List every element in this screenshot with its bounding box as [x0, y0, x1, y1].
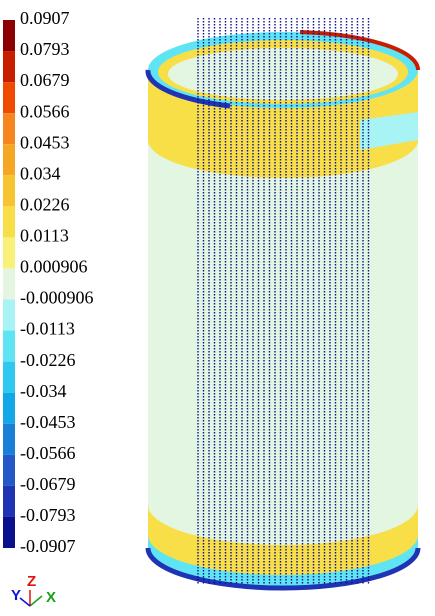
x-axis-label: X	[46, 589, 56, 606]
z-axis-label: Z	[27, 573, 36, 590]
legend-swatch	[3, 454, 15, 486]
legend-label: -0.0793	[20, 505, 76, 525]
legend-swatch	[3, 20, 15, 52]
y-axis-arrow	[19, 597, 31, 607]
legend-label: 0.0226	[20, 194, 70, 214]
legend-swatch	[3, 144, 15, 176]
legend-swatch	[3, 206, 15, 238]
legend-label: 0.0793	[20, 39, 70, 59]
legend-label: -0.000906	[20, 288, 94, 308]
top-rim-red	[299, 30, 421, 71]
legend-label: -0.0566	[20, 443, 76, 463]
cylinder-model	[145, 18, 421, 591]
legend-swatch	[3, 175, 15, 207]
legend-swatch	[3, 82, 15, 114]
legend-label: 0.0679	[20, 70, 70, 90]
bottom-rim	[145, 547, 421, 591]
legend-swatch	[3, 361, 15, 393]
legend-label: 0.034	[20, 163, 61, 183]
legend-swatch	[3, 330, 15, 362]
legend-label: -0.0113	[20, 319, 75, 339]
legend-label: 0.000906	[20, 257, 88, 277]
legend-label: -0.0679	[20, 474, 76, 494]
bottom-ring	[148, 505, 418, 585]
top-opening	[168, 48, 398, 100]
top-ring	[148, 70, 418, 178]
legend-swatch	[3, 51, 15, 83]
y-axis-label: Y	[11, 587, 21, 604]
legend-swatch	[3, 516, 15, 548]
legend-label: 0.0453	[20, 132, 70, 152]
top-ring-cyan	[360, 112, 418, 150]
legend-label: -0.034	[20, 381, 67, 401]
top-rim-blue	[145, 69, 231, 109]
legend-swatch	[3, 423, 15, 455]
x-axis-arrow	[29, 595, 43, 607]
legend-swatch	[3, 268, 15, 300]
legend-label: -0.0226	[20, 350, 76, 370]
legend-swatch	[3, 485, 15, 517]
color-legend: 0.0907 0.0793 0.0679 0.0566 0.0453 0.034 0.022…	[3, 8, 94, 556]
bottom-ring-edge	[148, 535, 418, 588]
axis-triad: Y Z X	[11, 573, 56, 607]
legend-label: 0.0907	[20, 8, 70, 28]
legend-label: -0.0453	[20, 412, 76, 432]
legend-label: 0.0113	[20, 226, 69, 246]
legend-swatch	[3, 299, 15, 331]
legend-swatch	[3, 392, 15, 424]
legend-swatch	[3, 113, 15, 145]
legend-swatch	[3, 237, 15, 269]
legend-label: -0.0907	[20, 536, 76, 556]
legend-label: 0.0566	[20, 101, 70, 121]
